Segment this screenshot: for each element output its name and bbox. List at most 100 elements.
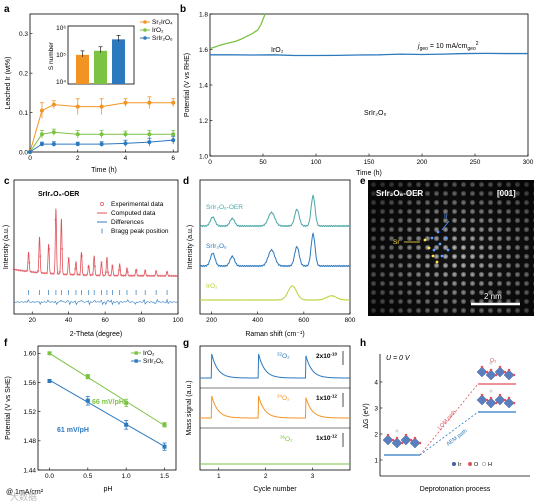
panel-f-xtick-label: 0.0 xyxy=(45,473,54,480)
panel-label-a: a xyxy=(4,4,10,15)
panel-f-ytick-label: 1.60 xyxy=(23,351,36,358)
panel-h-lom-connector xyxy=(419,383,479,456)
panel-c-experimental-point xyxy=(95,274,99,277)
panel-c-experimental-point xyxy=(113,274,116,277)
panel-h-structure-initial-oxygen xyxy=(409,438,413,442)
panel-g-series-label-0: 32O₂ xyxy=(277,352,290,361)
panel-h-structure-aem-octahedron xyxy=(503,397,515,409)
panel-g-scale-label-0: 2x10-10 xyxy=(316,352,337,361)
panel-a-point xyxy=(147,140,152,145)
panel-c-xtick-label: 80 xyxy=(138,317,146,324)
panel-a-inset: S number 10⁴ 10⁵ 10⁶ xyxy=(48,25,135,86)
panel-c-experimental-point xyxy=(163,274,166,277)
panel-e-ir-site xyxy=(436,230,440,234)
panel-e-overlay xyxy=(404,220,450,264)
panel-f-fit-line-0 xyxy=(49,352,165,426)
panel-d-ylabel: Intensity (a.u.) xyxy=(187,225,194,269)
panel-d-frame xyxy=(199,179,351,315)
panel-b-ytick-label: 1.0 xyxy=(199,153,208,160)
panel-h-structure-initial-oxygen xyxy=(413,436,417,440)
panel-h-ytick-label: 1 xyxy=(374,457,378,464)
panel-a-point xyxy=(51,142,56,147)
panel-c-experimental-point xyxy=(52,272,55,275)
panel-g-xtick-label: 3 xyxy=(311,473,315,480)
panel-c-experimental-point xyxy=(139,274,142,277)
panel-e-zone-axis: [001] xyxy=(497,189,516,198)
panel-c-experimental-point xyxy=(137,274,140,277)
panel-c-experimental-point xyxy=(141,274,145,277)
panel-h-free-energy-diagram: 1 2 3 4 U = 0 V ΔG (eV) Deprotonation proce… xyxy=(363,354,530,493)
panel-c-experimental-point xyxy=(122,274,125,277)
panel-h-legend-h-dot xyxy=(481,461,487,467)
panel-a-point xyxy=(123,141,128,146)
panel-b-xtick-label: 100 xyxy=(311,159,322,166)
panel-d-xtick-label: 600 xyxy=(298,317,309,324)
panel-label-g: g xyxy=(183,338,189,349)
panel-a-ylabel: Leached Ir (wt%) xyxy=(5,57,12,110)
panel-a-inset-ytick-2: 10⁶ xyxy=(56,25,66,32)
panel-h-structure-lom-octahedron xyxy=(494,366,506,378)
panel-h-structure-aem-oxygen xyxy=(489,396,493,400)
panel-b-ytick-label: 1.8 xyxy=(199,11,208,18)
panel-a-point xyxy=(39,142,44,147)
panel-a-ytick-label: 0.3 xyxy=(19,31,28,38)
panel-c-legend-label-3: Bragg peak position xyxy=(111,228,169,235)
panel-g-scale-label-2: 1x10-12 xyxy=(316,434,337,443)
panel-c-experimental-point xyxy=(106,271,110,274)
panel-d-series-label-0: SrIr₂O₆-OER xyxy=(206,204,243,211)
panel-h-structure-initial-oxygen xyxy=(395,436,399,440)
panel-a-point xyxy=(99,142,104,147)
panel-a-inset-bar-0 xyxy=(76,54,89,84)
panel-c-experimental-point xyxy=(128,274,131,277)
panel-a-xtick-label: 2 xyxy=(76,155,80,162)
panel-c-experimental-point xyxy=(76,273,79,276)
panel-c-experimental-point xyxy=(100,261,103,264)
panel-e-sr-site xyxy=(431,254,435,258)
panel-c-experimental-point xyxy=(120,274,123,277)
panel-a-point xyxy=(39,132,44,137)
panel-b-xtick-label: 0 xyxy=(208,159,212,166)
panel-c-experimental-point xyxy=(172,274,175,278)
panel-h-structure-aem-oxygen xyxy=(494,401,498,405)
panel-a-series-line-1 xyxy=(29,131,174,153)
panel-c-experimental-point xyxy=(152,274,156,277)
panel-f-legend-marker-1 xyxy=(134,359,138,363)
panel-b-xtick-label: 200 xyxy=(417,159,428,166)
panel-d-raman-chart: 200 400 600 800 SrIr₂O₆-OER SrIr₂O₆ IrO₂ Rama… xyxy=(187,179,356,338)
panel-c-experimental-point xyxy=(61,247,64,250)
panel-e-ir-pointer xyxy=(441,220,450,231)
panel-c-experimental-point xyxy=(102,274,105,277)
panel-a-xtick-label: 6 xyxy=(171,155,175,162)
panel-h-aem-connector xyxy=(419,411,479,456)
panel-c-experimental-point xyxy=(161,274,164,277)
panel-g-mass-signal-chart: 1 2 3 32O₂ 2x10-10 34O₂ 1x10-12 36O₂ 1x10-12 Cy… xyxy=(186,345,351,493)
panel-h-structure-aem-octahedron xyxy=(494,394,506,406)
panel-b-stability-chart: 0 50 100 150 200 250 300 1.0 1.2 1.4 1.6 1.8 Time (… xyxy=(184,11,534,177)
panel-c-experimental-point xyxy=(67,256,70,260)
panel-h-structure-lom-oxygen xyxy=(480,365,484,369)
panel-a-legend-label-0: Sr₂IrO₄ xyxy=(152,19,173,26)
panel-f-condition: @ 1mA/cm² xyxy=(6,489,44,496)
panel-label-h: h xyxy=(360,338,366,349)
panel-a-xlabel: Time (h) xyxy=(91,167,117,174)
panel-c-experimental-point xyxy=(126,271,129,274)
panel-a-frame xyxy=(29,13,179,153)
panel-f-point xyxy=(124,422,129,427)
panel-a-point xyxy=(75,132,80,137)
panel-f-ytick-label: 1.52 xyxy=(23,409,36,416)
panel-c-xtick-label: 60 xyxy=(101,317,109,324)
panel-c-experimental-point xyxy=(58,270,62,273)
panel-f-ytick-label: 1.44 xyxy=(23,467,36,474)
panel-c-experimental-point xyxy=(71,273,75,276)
panel-h-structure-aem-octahedron xyxy=(485,397,497,409)
panel-h-xlabel: Deprotonation process xyxy=(420,486,491,493)
panel-e-ir-site xyxy=(446,248,450,252)
panel-h-structure-initial-octahedron xyxy=(391,437,403,449)
panel-g-frame xyxy=(199,345,351,471)
panel-c-experimental-point xyxy=(34,271,37,274)
panel-f-point xyxy=(47,379,52,384)
panel-h-structure-lom-oxygen xyxy=(507,368,511,372)
panel-e-vignette xyxy=(368,180,534,316)
panel-h-ytick-label: 4 xyxy=(374,379,378,386)
panel-f-point xyxy=(124,400,129,405)
